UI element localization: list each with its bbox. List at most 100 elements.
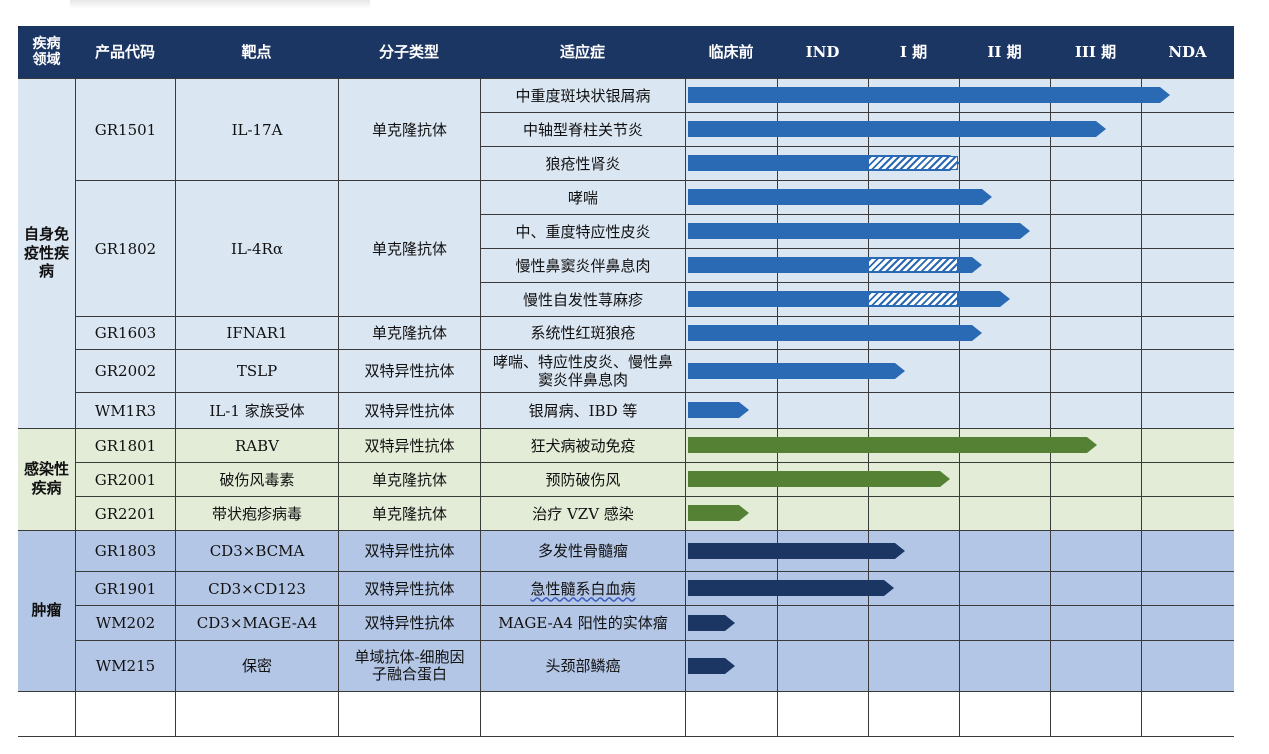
progress-arrow-tip bbox=[725, 614, 736, 631]
indication-cell: 预防破伤风 bbox=[481, 463, 685, 496]
product-molecule-cell: 双特异性抗体 bbox=[339, 531, 480, 571]
progress-arrow-tip bbox=[1019, 223, 1030, 239]
row-divider bbox=[75, 146, 1234, 147]
indication-name: 慢性自发性荨麻疹 bbox=[522, 290, 643, 309]
column-divider bbox=[480, 78, 481, 736]
product-code: GR1603 bbox=[94, 324, 157, 342]
indication-cell: 中、重度特应性皮炎 bbox=[481, 215, 685, 248]
pipeline-progress-bar bbox=[688, 542, 905, 559]
progress-bar-body bbox=[688, 437, 1087, 453]
product-target-cell: 保密 bbox=[176, 641, 338, 691]
header-cell: II 期 bbox=[959, 26, 1050, 78]
indication-name: 急性髓系白血病 bbox=[530, 579, 636, 598]
product-target: IFNAR1 bbox=[226, 324, 288, 342]
row-divider bbox=[18, 78, 1234, 79]
row-divider bbox=[75, 214, 1234, 215]
column-divider bbox=[1141, 78, 1142, 736]
header-cell: I 期 bbox=[868, 26, 959, 78]
row-divider bbox=[18, 736, 1234, 737]
indication-name: 系统性红斑狼疮 bbox=[530, 324, 636, 342]
pipeline-progress-bar bbox=[688, 257, 983, 273]
product-target: CD3×BCMA bbox=[209, 542, 305, 560]
product-target-cell: TSLP bbox=[176, 350, 338, 392]
column-divider bbox=[338, 78, 339, 736]
product-molecule-cell: 单克隆抗体 bbox=[339, 463, 480, 496]
row-divider bbox=[75, 282, 1234, 283]
column-divider bbox=[175, 78, 176, 736]
pipeline-table: 疾病领域 产品代码 靶点 分子类型 适应症 临床前 IND I 期 II 期 III 期 NDA 自… bbox=[18, 26, 1234, 737]
pipeline-progress-bar bbox=[688, 189, 992, 205]
product-target: 带状疱疹病毒 bbox=[211, 504, 302, 523]
domain-cell: 肿瘤 bbox=[31, 601, 62, 620]
indication-cell: 慢性自发性荨麻疹 bbox=[481, 283, 685, 316]
indication-name: 中、重度特应性皮炎 bbox=[515, 222, 651, 241]
product-molecule: 双特异性抗体 bbox=[364, 362, 455, 380]
progress-arrow-tip bbox=[999, 291, 1010, 307]
pipeline-progress-bar bbox=[688, 505, 750, 521]
header-cell: 产品代码 bbox=[75, 26, 175, 78]
product-target: CD3×MAGE-A4 bbox=[196, 614, 318, 632]
product-code: WM202 bbox=[95, 614, 156, 632]
indication-cell: 系统性红斑狼疮 bbox=[481, 317, 685, 349]
progress-bar-body bbox=[688, 657, 726, 674]
product-code-cell: GR2002 bbox=[76, 350, 175, 392]
product-code: WM1R3 bbox=[94, 401, 157, 420]
row-divider bbox=[75, 392, 1234, 393]
product-target-cell: 破伤风毒素 bbox=[176, 463, 338, 496]
progress-arrow-tip bbox=[739, 505, 750, 521]
column-divider bbox=[959, 78, 960, 736]
indication-name: 中重度斑块状银屑病 bbox=[515, 86, 651, 105]
progress-arrow-tip bbox=[972, 324, 983, 341]
product-code-cell: WM1R3 bbox=[76, 393, 175, 428]
product-molecule-cell: 双特异性抗体 bbox=[339, 429, 480, 462]
progress-bar-body bbox=[688, 471, 941, 487]
product-code-cell: GR2201 bbox=[76, 497, 175, 530]
domain-cell: 自身免疫性疾病 bbox=[23, 224, 69, 281]
product-molecule-cell: 单克隆抗体 bbox=[339, 79, 480, 180]
progress-bar-body bbox=[688, 87, 1160, 103]
row-divider bbox=[75, 571, 1234, 572]
indication-name: MAGE-A4 阳性的实体瘤 bbox=[498, 614, 668, 632]
header-cell: 靶点 bbox=[175, 26, 338, 78]
progress-arrow-tip bbox=[1095, 121, 1106, 137]
progress-bar-body bbox=[688, 402, 740, 418]
progress-arrow-tip bbox=[894, 362, 905, 379]
column-divider bbox=[685, 78, 686, 736]
product-code-cell: WM215 bbox=[76, 641, 175, 691]
product-target-cell: CD3×MAGE-A4 bbox=[176, 606, 338, 640]
progress-arrow-tip bbox=[940, 471, 951, 487]
column-divider bbox=[75, 78, 76, 736]
row-divider bbox=[75, 349, 1234, 350]
product-target-cell: IL-4Rα bbox=[176, 181, 338, 316]
product-code-cell: GR1801 bbox=[76, 429, 175, 462]
pipeline-progress-bar bbox=[688, 87, 1170, 103]
progress-bar-body bbox=[688, 505, 740, 521]
product-code: WM215 bbox=[95, 657, 156, 675]
indication-name: 头颈部鳞癌 bbox=[545, 657, 621, 675]
product-code: GR1901 bbox=[94, 579, 157, 598]
product-molecule-cell: 双特异性抗体 bbox=[339, 393, 480, 428]
pipeline-progress-bar bbox=[688, 324, 983, 341]
pipeline-progress-bar bbox=[688, 362, 905, 379]
product-target: 保密 bbox=[241, 657, 272, 675]
product-molecule-cell: 单克隆抗体 bbox=[339, 497, 480, 530]
indication-cell: 中轴型脊柱关节炎 bbox=[481, 113, 685, 146]
indication-name: 慢性鼻窦炎伴鼻息肉 bbox=[515, 256, 651, 275]
product-target-cell: IL-17A bbox=[176, 79, 338, 180]
indication-cell: 银屑病、IBD 等 bbox=[481, 393, 685, 428]
indication-name: 银屑病、IBD 等 bbox=[528, 401, 638, 420]
indication-cell: MAGE-A4 阳性的实体瘤 bbox=[481, 606, 685, 640]
pipeline-progress-bar bbox=[688, 471, 951, 487]
pipeline-progress-bar bbox=[688, 437, 1097, 453]
product-molecule: 双特异性抗体 bbox=[364, 542, 455, 560]
indication-cell: 多发性骨髓瘤 bbox=[481, 531, 685, 571]
product-molecule-cell: 单域抗体-细胞因子融合蛋白 bbox=[339, 641, 480, 691]
indication-cell: 哮喘 bbox=[481, 181, 685, 214]
pipeline-progress-bar bbox=[688, 402, 750, 418]
indication-cell: 慢性鼻窦炎伴鼻息肉 bbox=[481, 249, 685, 282]
header-cell: IND bbox=[777, 26, 868, 78]
product-code: GR2001 bbox=[94, 470, 157, 489]
indication-cell: 狂犬病被动免疫 bbox=[481, 429, 685, 462]
product-code-cell: GR1802 bbox=[76, 181, 175, 316]
product-target: CD3×CD123 bbox=[208, 579, 306, 598]
